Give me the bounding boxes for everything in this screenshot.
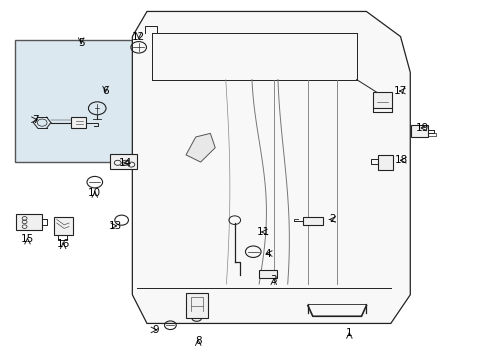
Text: 3: 3 xyxy=(270,275,277,285)
Text: 18: 18 xyxy=(394,155,407,165)
Text: 16: 16 xyxy=(57,239,70,249)
Text: 14: 14 xyxy=(118,158,131,168)
Bar xyxy=(110,154,137,169)
Text: 5: 5 xyxy=(78,38,84,48)
Bar xyxy=(377,155,392,170)
Bar xyxy=(303,217,322,225)
Text: 15: 15 xyxy=(21,234,34,244)
Polygon shape xyxy=(185,134,215,162)
Text: 6: 6 xyxy=(102,86,109,96)
Bar xyxy=(15,40,161,162)
Polygon shape xyxy=(132,12,409,323)
Bar xyxy=(410,126,427,137)
Bar xyxy=(372,92,391,108)
Text: 2: 2 xyxy=(328,215,335,224)
Text: 11: 11 xyxy=(256,227,269,237)
Text: 10: 10 xyxy=(88,188,101,198)
Bar xyxy=(16,214,41,230)
Text: 9: 9 xyxy=(152,325,159,335)
Text: 17: 17 xyxy=(393,86,407,96)
Bar xyxy=(259,270,276,278)
Bar xyxy=(185,293,207,318)
Text: 13: 13 xyxy=(108,221,122,231)
Text: 4: 4 xyxy=(264,248,271,258)
Text: 12: 12 xyxy=(132,32,145,42)
Text: 1: 1 xyxy=(346,328,352,338)
Text: 7: 7 xyxy=(32,115,39,125)
Bar xyxy=(54,217,73,234)
Bar xyxy=(71,117,86,128)
Text: 19: 19 xyxy=(415,123,428,133)
Text: 8: 8 xyxy=(194,336,201,346)
